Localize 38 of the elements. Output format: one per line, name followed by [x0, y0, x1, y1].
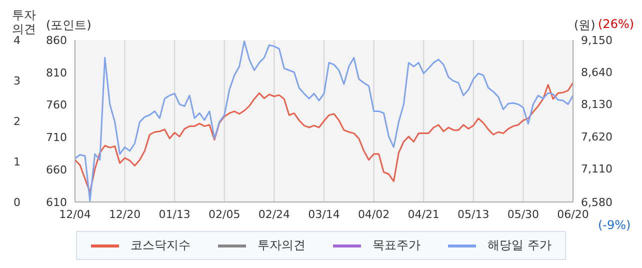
x-tick-label: 02/24	[258, 208, 290, 221]
x-tick-label: 05/30	[507, 208, 540, 221]
y-tick-label: 810	[46, 66, 67, 80]
y-tick-label: 660	[46, 164, 67, 177]
y3-tick-label: 0	[14, 196, 20, 209]
legend-label: 해당일 주가	[486, 237, 552, 254]
y3-tick-label: 2	[14, 114, 20, 128]
x-tick-label: 02/05	[208, 208, 240, 221]
text: (26%)	[598, 17, 634, 31]
y2-tick-label: 7,620	[581, 130, 612, 144]
y-tick-label: 710	[46, 131, 67, 144]
x-tick-label: 03/14	[308, 208, 340, 221]
text: (-9%)	[598, 218, 631, 232]
y2-tick-label: 9,150	[581, 34, 612, 47]
legend-label: 목표주가	[372, 237, 421, 254]
x-tick-label: 04/21	[408, 208, 440, 221]
y2-tick-label: 6,580	[581, 196, 612, 209]
y3-tick-label: 4	[14, 34, 20, 47]
x-tick-label: 12/20	[108, 208, 141, 221]
y3-tick-label: 3	[14, 74, 20, 88]
y-tick-label: 860	[46, 34, 67, 47]
y2-tick-label: 8,640	[581, 66, 612, 80]
y3-tick-label: 1	[14, 155, 20, 168]
y-tick-label: 610	[46, 196, 67, 209]
line-series	[75, 82, 573, 194]
x-tick-label: 04/02	[358, 208, 390, 221]
x-tick-label: 01/13	[158, 208, 190, 221]
y2-tick-label: 8,130	[581, 98, 612, 112]
y-tick-label: 760	[46, 98, 67, 112]
y2-axis-title: (원)	[574, 17, 596, 34]
x-tick-label: 12/04	[59, 208, 91, 221]
legend-label: 코스닥지수	[130, 237, 191, 254]
legend-label: 투자의견	[256, 237, 306, 254]
y2-tick-label: 7,110	[581, 162, 612, 176]
y-axis-title: (포인트)	[46, 17, 92, 34]
y3-axis-title: 투자 의견	[12, 8, 36, 36]
x-tick-label: 05/13	[458, 208, 490, 221]
x-tick-label: 06/20	[557, 208, 589, 221]
